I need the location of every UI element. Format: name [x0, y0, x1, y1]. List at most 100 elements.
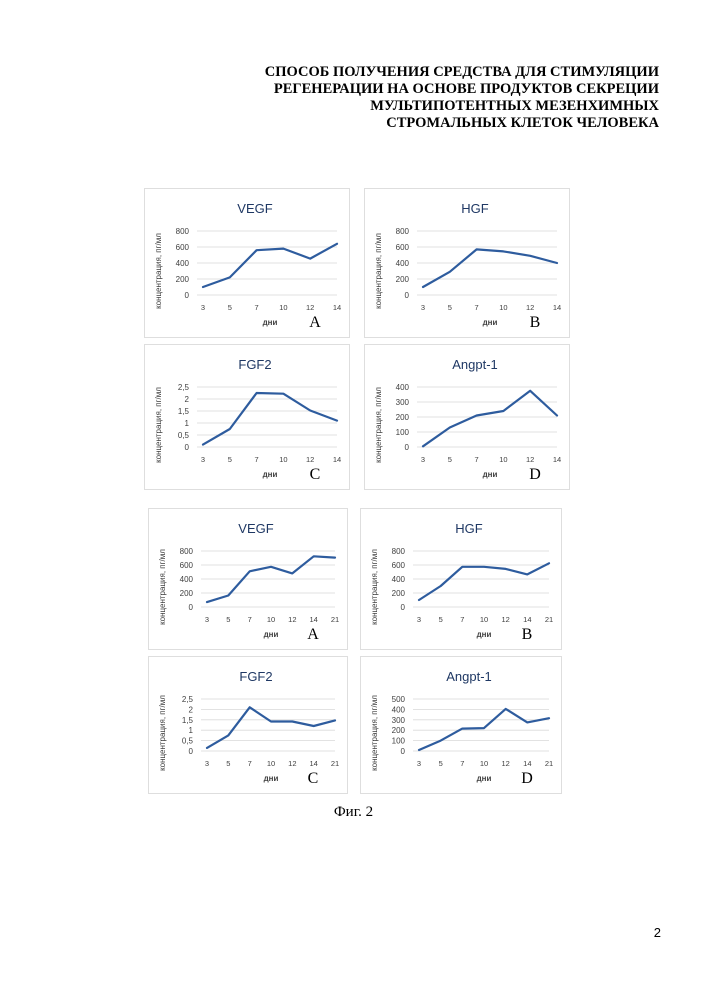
y-axis-label: концентрация, пг/мл [374, 387, 383, 463]
y-axis-label: концентрация, пг/мл [158, 549, 167, 625]
y-tick-label: 0 [185, 443, 190, 452]
page-number: 2 [654, 925, 661, 940]
y-tick-label: 1 [189, 726, 194, 735]
x-tick-label: 10 [499, 455, 507, 464]
x-tick-label: 5 [226, 615, 230, 624]
panel-letter: D [529, 466, 541, 483]
title-line: СПОСОБ ПОЛУЧЕНИЯ СРЕДСТВА ДЛЯ СТИМУЛЯЦИИ [199, 64, 659, 81]
x-tick-label: 14 [309, 759, 317, 768]
x-tick-label: 7 [255, 455, 259, 464]
x-tick-label: 10 [267, 615, 275, 624]
x-axis-label: дни [264, 774, 279, 783]
y-axis-label: концентрация, пг/мл [370, 549, 379, 625]
y-axis-label: концентрация, пг/мл [154, 387, 163, 463]
line-chart-svg: Angpt-1010020030040050035710121421дникон… [361, 657, 561, 793]
line-chart-svg: HGF0200400600800357101214дниконцентрация… [365, 189, 569, 337]
panel-letter: C [308, 770, 319, 787]
y-tick-label: 400 [176, 259, 190, 268]
y-tick-label: 1,5 [178, 407, 190, 416]
series-line [419, 563, 549, 600]
x-tick-label: 7 [248, 615, 252, 624]
x-tick-label: 21 [331, 759, 339, 768]
chart-panel-fgf2-1: FGF200,511,522,5357101214дниконцентрация… [144, 344, 350, 490]
x-tick-label: 7 [475, 303, 479, 312]
x-tick-label: 7 [475, 455, 479, 464]
y-tick-label: 400 [396, 383, 410, 392]
y-tick-label: 800 [176, 227, 190, 236]
y-tick-label: 0 [189, 747, 194, 756]
x-tick-label: 5 [228, 303, 232, 312]
x-tick-label: 10 [279, 303, 287, 312]
y-tick-label: 400 [392, 705, 406, 714]
x-axis-label: дни [264, 630, 279, 639]
x-tick-label: 14 [553, 303, 561, 312]
series-line [207, 707, 335, 748]
x-tick-label: 10 [480, 759, 488, 768]
x-tick-label: 10 [480, 615, 488, 624]
y-tick-label: 800 [180, 547, 194, 556]
line-chart-svg: FGF200,511,522,5357101214дниконцентрация… [145, 345, 349, 489]
chart-title: Angpt-1 [452, 357, 498, 372]
chart-panel-hgf-2: HGF020040060080035710121421дниконцентрац… [360, 508, 562, 650]
y-tick-label: 0,5 [182, 737, 194, 746]
chart-panel-angpt1-2: Angpt-1010020030040050035710121421дникон… [360, 656, 562, 794]
y-axis-label: концентрация, пг/мл [154, 233, 163, 309]
figure-caption: Фиг. 2 [0, 804, 707, 821]
series-line [203, 244, 337, 287]
x-tick-label: 5 [439, 615, 443, 624]
y-tick-label: 400 [180, 575, 194, 584]
x-tick-label: 3 [417, 615, 421, 624]
x-tick-label: 12 [501, 759, 509, 768]
title-line: МУЛЬТИПОТЕНТНЫХ МЕЗЕНХИМНЫХ [199, 98, 659, 115]
chart-panel-vegf-2: VEGF020040060080035710121421дниконцентра… [148, 508, 348, 650]
x-tick-label: 10 [279, 455, 287, 464]
series-line [423, 391, 557, 447]
x-tick-label: 7 [248, 759, 252, 768]
chart-title: HGF [455, 521, 483, 536]
x-axis-label: дни [263, 470, 278, 479]
panel-letter: C [310, 466, 321, 483]
series-line [203, 393, 337, 445]
y-tick-label: 1,5 [182, 716, 194, 725]
x-tick-label: 3 [417, 759, 421, 768]
x-tick-label: 12 [306, 303, 314, 312]
panel-letter: B [522, 626, 533, 643]
panel-letter: B [530, 314, 541, 331]
panel-letter: D [521, 770, 533, 787]
y-tick-label: 400 [396, 259, 410, 268]
line-chart-svg: VEGF020040060080035710121421дниконцентра… [149, 509, 347, 649]
y-tick-label: 300 [396, 398, 410, 407]
x-tick-label: 21 [545, 615, 553, 624]
x-tick-label: 10 [267, 759, 275, 768]
chart-title: FGF2 [238, 357, 271, 372]
x-tick-label: 7 [460, 615, 464, 624]
chart-panel-hgf-1: HGF0200400600800357101214дниконцентрация… [364, 188, 570, 338]
y-tick-label: 200 [392, 589, 406, 598]
y-tick-label: 300 [392, 716, 406, 725]
title-line: СТРОМАЛЬНЫХ КЛЕТОК ЧЕЛОВЕКА [199, 115, 659, 132]
chart-title: FGF2 [239, 669, 272, 684]
x-tick-label: 7 [255, 303, 259, 312]
panel-letter: A [309, 314, 321, 331]
y-tick-label: 100 [392, 737, 406, 746]
y-axis-label: концентрация, пг/мл [158, 695, 167, 771]
chart-panel-fgf2-2: FGF200,511,522,535710121421дниконцентрац… [148, 656, 348, 794]
x-tick-label: 14 [553, 455, 561, 464]
x-tick-label: 3 [205, 759, 209, 768]
y-tick-label: 800 [392, 547, 406, 556]
x-tick-label: 12 [288, 615, 296, 624]
y-tick-label: 600 [176, 243, 190, 252]
y-tick-label: 800 [396, 227, 410, 236]
x-tick-label: 5 [228, 455, 232, 464]
x-tick-label: 14 [309, 615, 317, 624]
chart-title: VEGF [238, 521, 273, 536]
x-tick-label: 12 [306, 455, 314, 464]
title-line: РЕГЕНЕРАЦИИ НА ОСНОВЕ ПРОДУКТОВ СЕКРЕЦИИ [199, 81, 659, 98]
y-tick-label: 1 [185, 419, 190, 428]
panel-letter: A [307, 626, 319, 643]
x-tick-label: 14 [523, 759, 531, 768]
y-tick-label: 2 [189, 705, 194, 714]
chart-panel-angpt1-1: Angpt-10100200300400357101214дниконцентр… [364, 344, 570, 490]
x-tick-label: 7 [460, 759, 464, 768]
x-tick-label: 3 [421, 455, 425, 464]
